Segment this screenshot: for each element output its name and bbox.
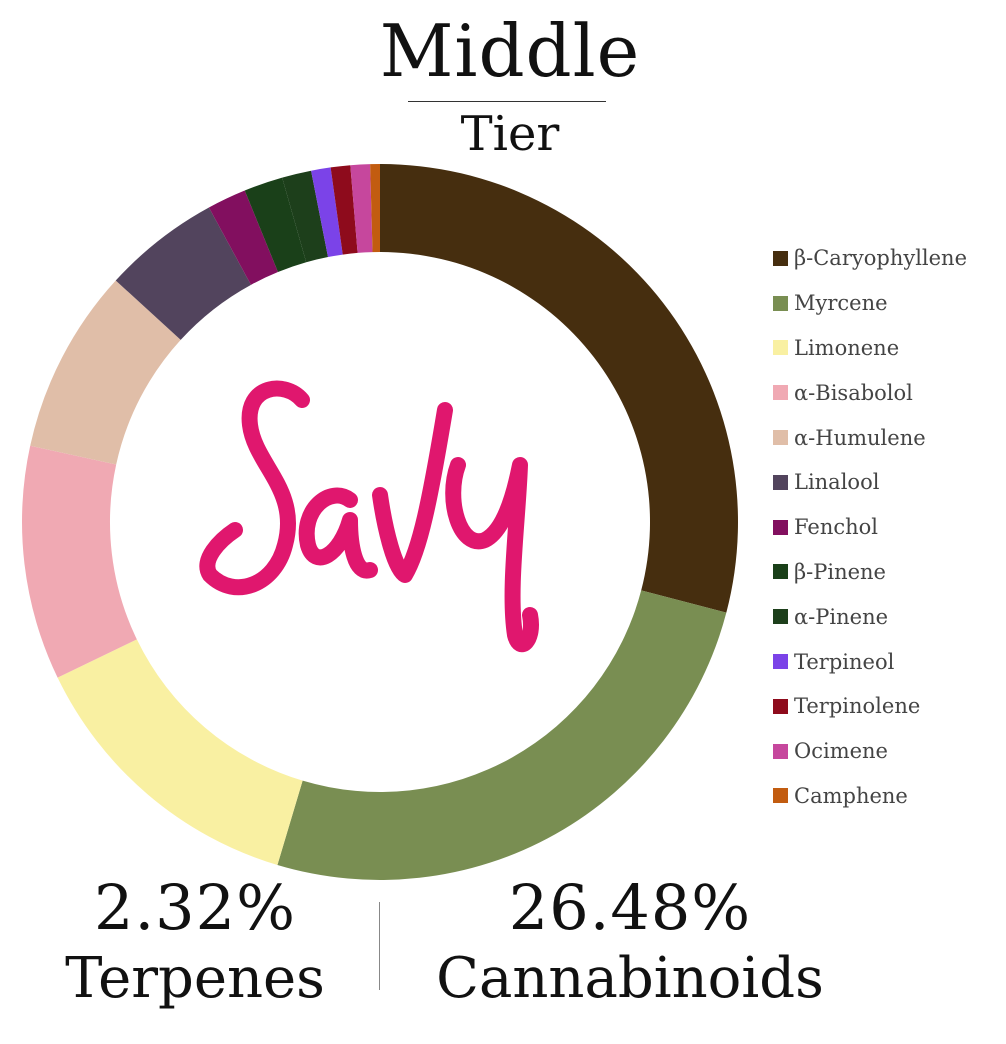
legend-label: α-Pinene (794, 604, 889, 629)
donut-slice-6 (208, 190, 278, 285)
donut-slice-9 (311, 167, 343, 258)
donut-slice-11 (350, 164, 373, 253)
legend-swatch (773, 474, 788, 490)
donut-slice-8 (282, 170, 329, 263)
legend-item: Camphene (773, 774, 967, 819)
legend-item: Myrcene (773, 281, 967, 326)
stats-divider (379, 902, 380, 990)
legend-label: Camphene (794, 783, 908, 808)
terpenes-label: Terpenes (65, 946, 325, 1011)
legend-swatch (773, 430, 788, 446)
donut-slice-7 (244, 177, 307, 273)
legend-swatch (773, 743, 788, 759)
legend-label: α-Bisabolol (794, 380, 913, 405)
legend-item: Terpinolene (773, 684, 967, 729)
legend-item: β-Caryophyllene (773, 236, 967, 281)
legend-item: Fenchol (773, 505, 967, 550)
savvy-logo (199, 380, 539, 653)
legend-label: Myrcene (794, 291, 888, 316)
legend-swatch (773, 788, 788, 804)
legend-item: Ocimene (773, 729, 967, 774)
legend-item: α-Humulene (773, 415, 967, 460)
legend-swatch (773, 340, 788, 356)
chart-subtitle: Tier (460, 106, 560, 162)
donut-slice-1 (277, 590, 727, 880)
legend-swatch (773, 295, 788, 311)
legend-swatch (773, 654, 788, 670)
donut-slice-2 (57, 639, 303, 865)
chart-legend: β-Caryophyllene Myrcene Limonene α-Bisabolo… (773, 236, 967, 818)
legend-label: Ocimene (794, 739, 888, 764)
cannabinoids-stat: 26.48% Cannabinoids (420, 872, 840, 1014)
legend-swatch (773, 385, 788, 401)
cannabinoids-value: 26.48% (508, 871, 752, 944)
chart-title: Middle (379, 9, 641, 93)
donut-slice-4 (30, 280, 181, 465)
legend-item: Linalool (773, 460, 967, 505)
legend-swatch (773, 519, 788, 535)
legend-item: β-Pinene (773, 550, 967, 595)
legend-label: β-Caryophyllene (794, 246, 968, 271)
legend-swatch (773, 250, 788, 266)
cannabinoids-label: Cannabinoids (436, 946, 824, 1011)
donut-slice-5 (115, 207, 251, 340)
legend-label: β-Pinene (794, 559, 886, 584)
donut-slice-10 (330, 165, 358, 255)
terpenes-stat: 2.32% Terpenes (50, 872, 340, 1014)
legend-swatch (773, 698, 788, 714)
legend-label: Limonene (794, 335, 900, 360)
donut-slice-12 (370, 164, 380, 253)
legend-label: Fenchol (794, 515, 879, 540)
legend-item: Limonene (773, 326, 967, 371)
legend-item: Terpineol (773, 639, 967, 684)
terpenes-value: 2.32% (94, 871, 296, 944)
legend-label: Terpineol (794, 649, 895, 674)
legend-swatch (773, 564, 788, 580)
donut-slice-0 (380, 164, 738, 613)
legend-swatch (773, 609, 788, 625)
legend-label: Linalool (794, 470, 880, 495)
title-divider (408, 101, 606, 102)
legend-item: α-Pinene (773, 594, 967, 639)
donut-slice-3 (22, 445, 137, 678)
legend-item: α-Bisabolol (773, 370, 967, 415)
legend-label: α-Humulene (794, 425, 926, 450)
legend-label: Terpinolene (794, 694, 921, 719)
